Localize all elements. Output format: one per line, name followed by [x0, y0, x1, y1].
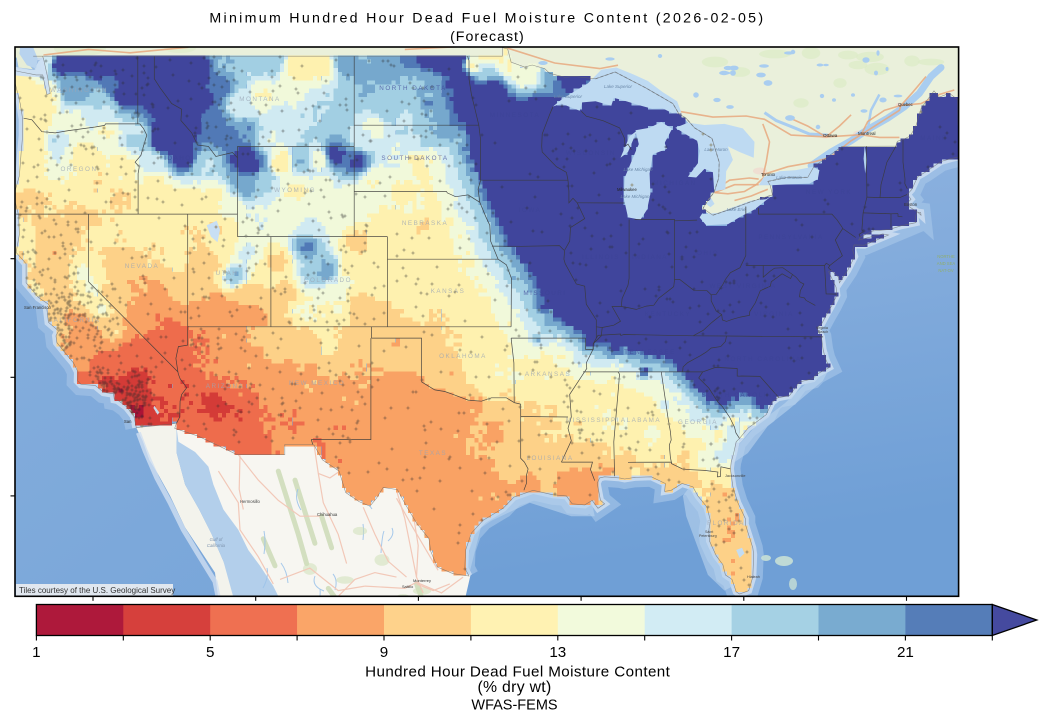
svg-text:OREGON: OREGON [61, 166, 98, 173]
svg-text:NEW YORK: NEW YORK [806, 189, 852, 196]
svg-text:LOUISIANA: LOUISIANA [526, 455, 573, 462]
svg-text:Montreal: Montreal [858, 131, 876, 136]
svg-text:ALABAMA: ALABAMA [621, 417, 661, 424]
svg-text:Petersburg: Petersburg [699, 534, 717, 538]
svg-text:Beach: Beach [818, 330, 828, 334]
svg-text:MISSOURI: MISSOURI [523, 290, 566, 297]
svg-text:KANSAS: KANSAS [431, 288, 466, 295]
svg-text:Quebec: Quebec [898, 102, 913, 107]
svg-text:Lake Ontario: Lake Ontario [776, 175, 802, 180]
svg-text:CALIFORNIA: CALIFORNIA [48, 317, 101, 324]
svg-text:Toronto: Toronto [761, 172, 776, 177]
svg-text:IOWA: IOWA [519, 207, 542, 214]
svg-text:OHIO: OHIO [697, 250, 719, 257]
svg-text:Virginia: Virginia [816, 326, 828, 330]
svg-text:NORTH CAROLINA: NORTH CAROLINA [724, 356, 801, 363]
svg-text:San Francisco: San Francisco [24, 305, 51, 310]
svg-text:GEORGIA: GEORGIA [678, 419, 718, 426]
svg-text:INDIANA: INDIANA [632, 254, 668, 261]
svg-text:Milwaukee: Milwaukee [617, 187, 637, 192]
svg-text:Saltillo: Saltillo [402, 585, 413, 589]
svg-text:SOUTH DAKOTA: SOUTH DAKOTA [381, 155, 448, 162]
svg-text:ILLINOIS: ILLINOIS [582, 254, 620, 261]
svg-text:NORTH DAKOTA: NORTH DAKOTA [379, 85, 446, 92]
svg-text:MICHIGAN: MICHIGAN [653, 180, 697, 187]
svg-text:9: 9 [380, 644, 388, 661]
svg-text:AND SEA: AND SEA [937, 261, 956, 266]
svg-text:COLORADO: COLORADO [304, 277, 352, 284]
svg-text:NORTHE: NORTHE [937, 254, 955, 259]
svg-text:ARIZONA: ARIZONA [206, 383, 245, 390]
svg-text:Chihuahua: Chihuahua [317, 512, 338, 517]
svg-text:MISSISSIPPI: MISSISSIPPI [566, 417, 620, 424]
svg-text:San: San [124, 419, 132, 424]
svg-text:Lake Superior: Lake Superior [554, 94, 583, 99]
svg-text:NEVADA: NEVADA [125, 263, 159, 270]
svg-text:Lake Superior: Lake Superior [604, 84, 633, 89]
svg-text:Gulf of: Gulf of [210, 537, 223, 542]
svg-text:ARKANSAS: ARKANSAS [525, 371, 571, 378]
svg-text:TEXAS: TEXAS [419, 450, 447, 457]
svg-text:NEW MEXICO: NEW MEXICO [289, 380, 345, 387]
svg-text:Hundred Hour Dead Fuel Moistur: Hundred Hour Dead Fuel Moisture Content [365, 664, 671, 681]
svg-text:MINNESOTA: MINNESOTA [490, 112, 540, 119]
svg-text:21: 21 [897, 644, 914, 661]
svg-text:1: 1 [32, 644, 40, 661]
svg-text:Hermosillo: Hermosillo [240, 499, 260, 504]
svg-text:Lake Michigan: Lake Michigan [620, 194, 650, 199]
svg-text:WEST VIRGINIA: WEST VIRGINIA [709, 283, 776, 290]
svg-text:Boston: Boston [904, 202, 918, 207]
svg-text:Saint: Saint [705, 530, 713, 534]
svg-text:California: California [207, 543, 226, 548]
svg-text:13: 13 [549, 644, 566, 661]
svg-text:(Forecast): (Forecast) [450, 29, 525, 45]
svg-text:FLORIDA: FLORIDA [707, 520, 745, 527]
svg-text:MONTANA: MONTANA [239, 96, 281, 103]
svg-text:TENNESSEE: TENNESSEE [624, 349, 676, 356]
svg-text:Monterrey: Monterrey [413, 578, 431, 583]
svg-text:Ottawa: Ottawa [823, 133, 838, 138]
svg-text:PENNSYLVANIA: PENNSYLVANIA [758, 234, 823, 241]
svg-text:Hialeah: Hialeah [747, 575, 760, 579]
svg-text:WISCONSIN: WISCONSIN [566, 150, 616, 157]
svg-text:WFAS-FEMS: WFAS-FEMS [471, 698, 557, 714]
svg-text:NEBRASKA: NEBRASKA [402, 220, 448, 227]
svg-text:SOUTH CAROLINA: SOUTH CAROLINA [702, 392, 779, 399]
svg-text:Lake Huron: Lake Huron [704, 147, 728, 152]
svg-text:17: 17 [723, 644, 740, 661]
svg-text:Lake Michigan: Lake Michigan [623, 167, 653, 172]
svg-text:(% dry wt): (% dry wt) [477, 679, 551, 696]
svg-text:WYOMING: WYOMING [274, 187, 316, 194]
svg-text:KENTUCKY: KENTUCKY [645, 311, 691, 318]
svg-text:WASHINGTON: WASHINGTON [50, 87, 108, 94]
svg-text:Jacksonville: Jacksonville [725, 474, 745, 478]
svg-text:VIRGINIA: VIRGINIA [754, 311, 794, 318]
svg-text:Minimum Hundred Hour Dead Fuel: Minimum Hundred Hour Dead Fuel Moisture … [209, 10, 765, 26]
svg-text:5: 5 [206, 644, 214, 661]
svg-text:MAINE: MAINE [920, 135, 947, 142]
svg-text:IDAHO: IDAHO [164, 155, 191, 162]
svg-text:Lake Erie: Lake Erie [726, 207, 746, 212]
svg-text:NAT-OV: NAT-OV [938, 268, 953, 273]
svg-text:OKLAHOMA: OKLAHOMA [439, 353, 487, 360]
svg-text:UTAH: UTAH [216, 270, 239, 277]
svg-text:Tiles courtesy of the U.S. Geo: Tiles courtesy of the U.S. Geological Su… [19, 586, 175, 595]
